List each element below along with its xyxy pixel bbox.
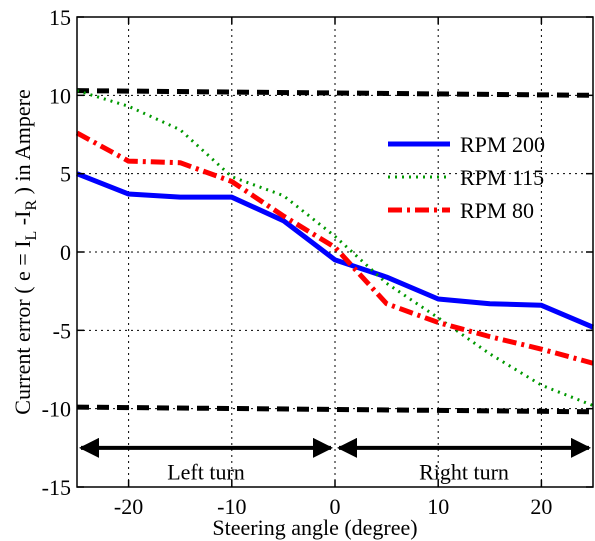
y-axis-label-sub-r: R: [23, 200, 40, 211]
legend-label-2: RPM 115: [460, 165, 544, 190]
y-axis-label-mid: -I: [10, 211, 35, 231]
y-tick-label: -15: [42, 475, 71, 500]
x-tick-label: -10: [217, 494, 246, 519]
y-tick-label: 10: [49, 83, 71, 108]
x-tick-label: -20: [114, 494, 143, 519]
y-axis-label-sub-l: L: [23, 231, 40, 241]
legend-label-1: RPM 200: [460, 132, 545, 157]
y-tick-label: -5: [53, 318, 71, 343]
series-line-1: [76, 171, 594, 330]
legend: RPM 200 RPM 115 RPM 80: [388, 132, 545, 223]
x-tick-label: 0: [330, 494, 341, 519]
annotation-label-1: Left turn: [167, 459, 245, 484]
series-line-2: [76, 89, 594, 407]
y-tick-label: 5: [60, 162, 71, 187]
series-group: [75, 89, 594, 407]
x-tick-label: 20: [530, 494, 552, 519]
y-tick-label: 0: [60, 240, 71, 265]
series-line-3: [75, 130, 594, 366]
x-tick-labels: -20 -10 0 10 20: [114, 17, 552, 519]
y-tick-label: 15: [49, 5, 71, 30]
y-tick-labels: 15 10 5 0 -5 -10 -15: [42, 5, 593, 500]
x-axis-label: Steering angle (degree): [212, 515, 417, 540]
y-axis-label-prefix: Current error ( e = I: [10, 240, 35, 414]
legend-label-3: RPM 80: [460, 198, 534, 223]
annotations: Left turn Right turn: [79, 437, 591, 484]
reference-line: [76, 404, 594, 415]
reference-lines: [76, 88, 594, 415]
reference-line: [76, 88, 594, 98]
x-tick-label: 10: [427, 494, 449, 519]
y-axis-label-suffix: ) in Ampere: [10, 89, 35, 200]
y-tick-label: -10: [42, 397, 71, 422]
annotation-label-2: Right turn: [419, 459, 509, 484]
grid: [77, 16, 593, 488]
y-axis-label: Current error ( e = IL -IR ) in Ampere: [10, 89, 40, 414]
